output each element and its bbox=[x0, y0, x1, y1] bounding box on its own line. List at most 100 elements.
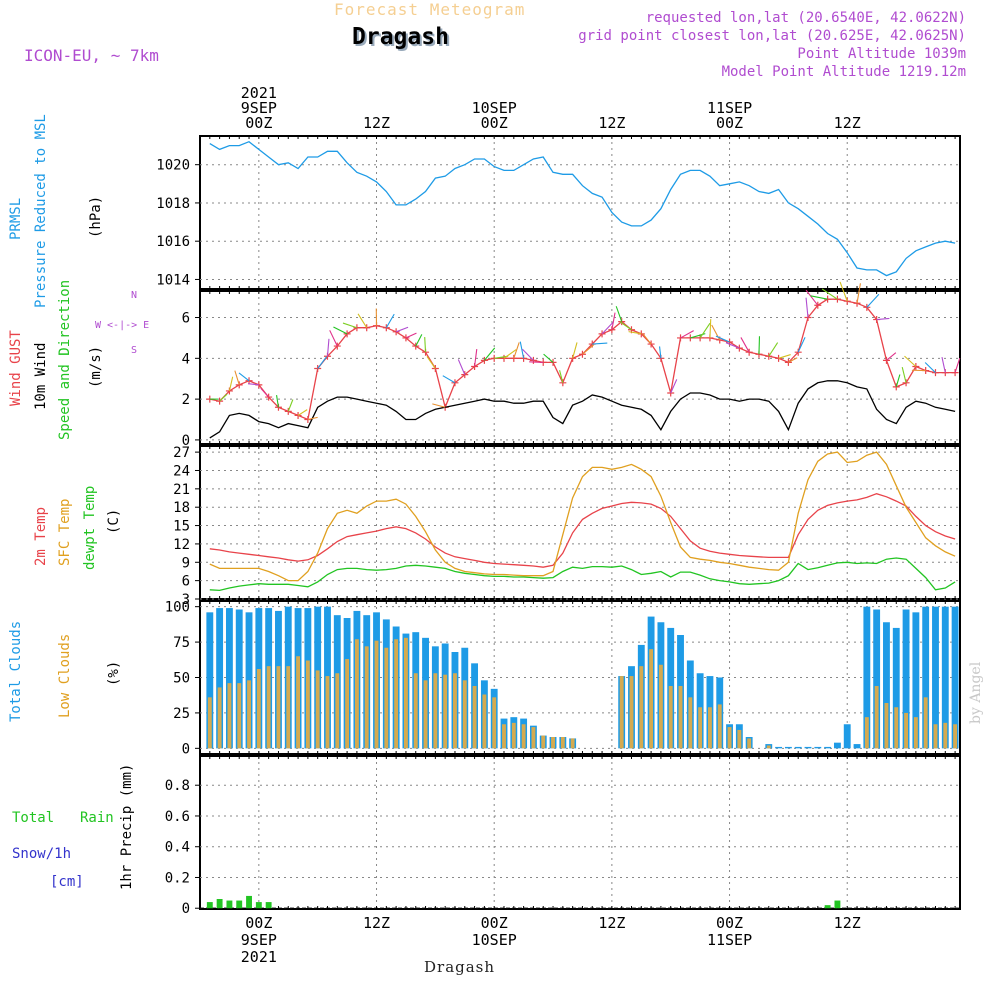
y-tick-label: 18 bbox=[173, 500, 190, 516]
bar-low-clouds bbox=[315, 670, 320, 749]
bar-rain bbox=[236, 900, 243, 909]
time-label-bottom: 12Z bbox=[834, 914, 861, 932]
series-line-sfc-temp bbox=[209, 451, 956, 582]
bar-low-clouds bbox=[345, 659, 350, 749]
grid-point-coords: grid point closest lon,lat (20.625E, 42.… bbox=[578, 28, 966, 44]
wind-direction-arrow bbox=[954, 357, 961, 373]
gust-marker bbox=[392, 328, 400, 336]
bar-rain bbox=[824, 905, 831, 909]
precip-label-cm: [cm] bbox=[50, 874, 84, 890]
bar-low-clouds bbox=[286, 666, 291, 749]
time-label-bottom: 9SEP bbox=[241, 931, 277, 949]
time-label-bottom: 00Z bbox=[245, 914, 272, 932]
wind-direction-arrow bbox=[615, 306, 623, 322]
gust-marker bbox=[235, 381, 243, 389]
wind-direction-arrow bbox=[778, 354, 791, 359]
wind-direction-arrow bbox=[805, 297, 809, 318]
bar-low-clouds bbox=[521, 724, 526, 749]
bar-total-clouds bbox=[892, 627, 900, 749]
wind-direction-arrow bbox=[317, 356, 328, 369]
bar-low-clouds bbox=[698, 707, 703, 749]
time-label-bottom: 10SEP bbox=[472, 931, 517, 949]
bar-low-clouds bbox=[629, 676, 634, 749]
gust-marker bbox=[892, 383, 900, 391]
wind-direction-arrow bbox=[529, 361, 544, 363]
wind-direction-arrow bbox=[680, 330, 694, 339]
gust-marker bbox=[431, 365, 439, 373]
y-tick-label: 0 bbox=[182, 901, 190, 917]
bar-low-clouds bbox=[708, 707, 712, 749]
bar-low-clouds bbox=[502, 724, 506, 749]
time-label-bottom: 11SEP bbox=[707, 931, 752, 949]
wind-direction-arrow bbox=[821, 288, 838, 300]
bar-low-clouds bbox=[864, 717, 869, 749]
wind-direction-arrow bbox=[876, 317, 890, 321]
bar-low-clouds bbox=[727, 727, 732, 749]
wind-direction-arrow bbox=[219, 393, 228, 402]
y-tick-label: 1016 bbox=[156, 234, 190, 250]
gust-marker bbox=[902, 379, 910, 387]
bar-low-clouds bbox=[541, 735, 546, 749]
wind-direction-arrow bbox=[395, 326, 409, 333]
wind-direction-arrow bbox=[342, 322, 358, 329]
bar-low-clouds bbox=[247, 680, 251, 749]
bar-total-clouds bbox=[932, 606, 939, 749]
wind-direction-arrow bbox=[856, 283, 861, 304]
bar-low-clouds bbox=[639, 666, 644, 749]
time-label-top: 11SEP bbox=[707, 99, 752, 117]
gust-marker bbox=[765, 352, 773, 360]
bar-total-clouds bbox=[873, 609, 881, 749]
wind-direction-arrow bbox=[276, 395, 279, 408]
bar-total-clouds bbox=[922, 606, 930, 749]
wind-direction-arrow bbox=[628, 331, 642, 335]
bar-low-clouds bbox=[276, 666, 281, 749]
model-altitude: Model Point Altitude 1219.12m bbox=[721, 64, 966, 80]
y-tick-label: 9 bbox=[182, 555, 190, 571]
y-tick-label: 24 bbox=[173, 463, 190, 479]
gust-marker bbox=[569, 354, 577, 362]
y-tick-label: 0 bbox=[182, 741, 190, 757]
time-label-bottom: 2021 bbox=[241, 948, 277, 966]
y-tick-label: 0 bbox=[182, 433, 190, 449]
wind-direction-arrow bbox=[715, 335, 730, 343]
wind-direction-arrow bbox=[758, 336, 761, 355]
wind-direction-arrow bbox=[740, 337, 750, 353]
bar-low-clouds bbox=[374, 640, 379, 749]
bar-low-clouds bbox=[296, 656, 300, 749]
y-tick-label: 50 bbox=[173, 671, 190, 687]
bar-low-clouds bbox=[933, 724, 938, 749]
bar-low-clouds bbox=[482, 694, 487, 749]
bar-total-clouds bbox=[941, 606, 949, 749]
wind-direction-arrow bbox=[659, 346, 662, 359]
bar-low-clouds bbox=[354, 639, 359, 749]
bar-low-clouds bbox=[217, 687, 222, 749]
gust-marker bbox=[677, 334, 685, 342]
wind-direction-arrow bbox=[297, 409, 308, 416]
time-label-top: 2021 bbox=[241, 84, 277, 102]
wind-direction-arrow bbox=[415, 334, 423, 347]
bar-low-clouds bbox=[207, 697, 212, 749]
gust-marker bbox=[647, 340, 655, 348]
wind-direction-arrow bbox=[582, 343, 595, 355]
bar-low-clouds bbox=[884, 703, 889, 749]
wind-direction-arrow bbox=[805, 289, 819, 306]
wind-direction-arrow bbox=[357, 313, 368, 329]
bar-low-clouds bbox=[531, 727, 536, 749]
series-line-dewpt-temp bbox=[209, 557, 956, 592]
bar-total-clouds bbox=[814, 746, 822, 749]
bar-total-clouds bbox=[235, 609, 243, 749]
wind-direction-arrow bbox=[904, 355, 917, 367]
wind-direction-arrow bbox=[326, 338, 330, 357]
wind-direction-arrow bbox=[474, 349, 478, 367]
wind-direction-arrow bbox=[432, 403, 446, 408]
bar-low-clouds bbox=[913, 717, 918, 749]
bar-total-clouds bbox=[843, 724, 851, 749]
bar-low-clouds bbox=[335, 673, 340, 749]
wind-direction-arrow bbox=[886, 352, 897, 361]
series-line-prmsl bbox=[209, 140, 956, 277]
wind-direction-arrow bbox=[895, 374, 901, 388]
precip-label-snow: Snow/1h bbox=[12, 846, 72, 862]
wind-direction-arrow bbox=[543, 353, 554, 363]
y-tick-label: 100 bbox=[165, 600, 190, 616]
y-tick-label: 2 bbox=[182, 392, 190, 408]
